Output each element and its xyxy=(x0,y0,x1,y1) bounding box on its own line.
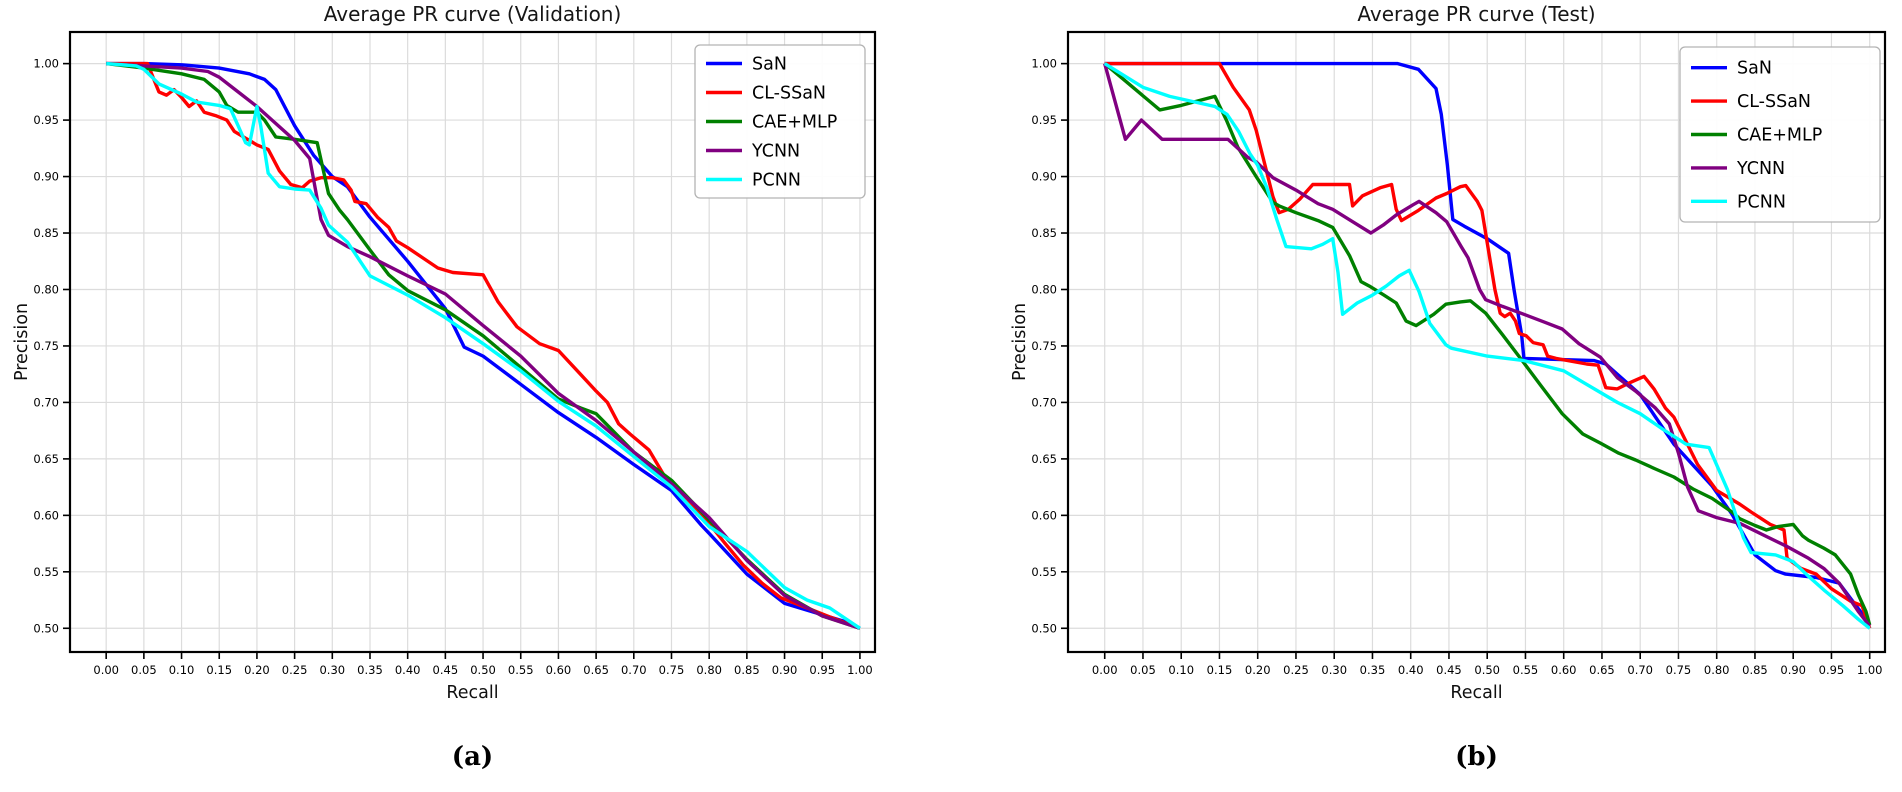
x-tick-label: 0.05 xyxy=(131,663,157,677)
y-tick-label: 0.50 xyxy=(33,621,59,635)
series-line-san xyxy=(106,61,861,630)
legend-label: YCNN xyxy=(1736,159,1785,179)
test-chart-title: Average PR curve (Test) xyxy=(1357,2,1596,26)
x-tick-label: 0.25 xyxy=(282,663,308,677)
x-tick-label: 0.10 xyxy=(1168,663,1194,677)
x-tick-label: 0.00 xyxy=(1092,663,1118,677)
validation-chart-title: Average PR curve (Validation) xyxy=(323,2,622,26)
y-tick-label: 1.00 xyxy=(33,57,59,71)
x-tick-label: 0.50 xyxy=(470,663,496,677)
y-tick-label: 0.95 xyxy=(1031,113,1057,127)
y-tick-label: 0.85 xyxy=(33,226,59,240)
y-tick-label: 0.55 xyxy=(33,565,59,579)
x-tick-label: 0.75 xyxy=(1666,663,1692,677)
x-tick-label: 0.60 xyxy=(546,663,572,677)
x-tick-label: 0.40 xyxy=(395,663,421,677)
y-tick-label: 0.85 xyxy=(1031,226,1057,240)
x-tick-label: 0.75 xyxy=(659,663,685,677)
series-line-pcnn xyxy=(1103,62,1871,630)
x-tick-label: 0.35 xyxy=(357,663,383,677)
chart-panel: 0.00 0.05 0.10 0.15 0.20 0.25 0.30 0.35 0.40 0.45… xyxy=(33,30,877,677)
x-tick-label: 0.95 xyxy=(809,663,835,677)
x-tick-label: 0.05 xyxy=(1130,663,1156,677)
y-tick-label: 0.80 xyxy=(33,282,59,296)
x-tick-label: 0.80 xyxy=(696,663,722,677)
x-tick-label: 0.20 xyxy=(1245,663,1271,677)
x-tick-label: 0.55 xyxy=(508,663,534,677)
x-tick-label: 0.70 xyxy=(1627,663,1653,677)
legend-box xyxy=(694,44,866,199)
x-tick-label: 1.00 xyxy=(847,663,873,677)
axes-frame xyxy=(68,30,877,654)
y-tick-label: 0.90 xyxy=(33,170,59,184)
x-tick-label: 0.45 xyxy=(1436,663,1462,677)
x-tick-label: 1.00 xyxy=(1857,663,1883,677)
x-tick-label: 0.90 xyxy=(1780,663,1806,677)
series-line-ycnn xyxy=(1103,63,1872,628)
y-tick-label: 0.70 xyxy=(1031,395,1057,409)
x-tick-label: 0.20 xyxy=(244,663,270,677)
legend-label: CL-SSaN xyxy=(1737,92,1811,112)
x-tick-label: 0.00 xyxy=(93,663,119,677)
x-tick-label: 0.30 xyxy=(1321,663,1347,677)
x-tick-label: 0.30 xyxy=(319,663,345,677)
y-tick-label: 0.75 xyxy=(33,339,59,353)
x-tick-label: 0.35 xyxy=(1360,663,1386,677)
legend-label: YCNN xyxy=(751,142,800,162)
x-tick-label: 0.55 xyxy=(1513,663,1539,677)
legend-label: CAE+MLP xyxy=(1737,126,1822,146)
series-line-cae-mlp xyxy=(105,61,861,630)
series-line-cae-mlp xyxy=(1103,62,1872,626)
chart-panel: 0.00 0.05 0.10 0.15 0.20 0.25 0.30 0.35 0.40 0.45… xyxy=(1031,30,1887,677)
y-tick-label: 0.65 xyxy=(1031,452,1057,466)
x-tick-label: 0.70 xyxy=(621,663,647,677)
test-y-axis-label: Precision xyxy=(1010,302,1030,382)
y-tick-label: 0.60 xyxy=(1031,508,1057,522)
series-line-pcnn xyxy=(106,61,861,630)
legend-label: CAE+MLP xyxy=(752,113,837,133)
y-tick-label: 0.75 xyxy=(1031,339,1057,353)
x-tick-label: 0.45 xyxy=(433,663,459,677)
y-tick-label: 0.90 xyxy=(1031,170,1057,184)
subfigure-caption-a: (a) xyxy=(451,742,494,772)
validation-x-axis-label: Recall xyxy=(446,683,499,703)
legend-label: SaN xyxy=(752,55,787,75)
validation-y-axis-label: Precision xyxy=(12,302,32,382)
y-tick-label: 0.95 xyxy=(33,113,59,127)
y-tick-label: 0.50 xyxy=(1031,621,1057,635)
x-tick-label: 0.10 xyxy=(169,663,195,677)
legend-label: PCNN xyxy=(1737,192,1786,212)
legend-label: SaN xyxy=(1737,59,1772,79)
y-tick-label: 0.55 xyxy=(1031,565,1057,579)
x-tick-label: 0.95 xyxy=(1819,663,1845,677)
x-tick-label: 0.65 xyxy=(1589,663,1615,677)
series-line-cl-ssan xyxy=(1104,61,1872,629)
test-x-axis-label: Recall xyxy=(1450,683,1503,703)
x-tick-label: 0.90 xyxy=(772,663,798,677)
x-tick-label: 0.25 xyxy=(1283,663,1309,677)
legend-box xyxy=(1679,46,1881,223)
y-tick-label: 0.80 xyxy=(1031,282,1057,296)
x-tick-label: 0.65 xyxy=(583,663,609,677)
y-tick-label: 0.70 xyxy=(33,395,59,409)
series-line-ycnn xyxy=(106,61,861,630)
x-tick-label: 0.80 xyxy=(1704,663,1730,677)
x-tick-label: 0.60 xyxy=(1551,663,1577,677)
legend-label: CL-SSaN xyxy=(752,84,826,104)
x-tick-label: 0.85 xyxy=(1742,663,1768,677)
x-tick-label: 0.40 xyxy=(1398,663,1424,677)
x-tick-label: 0.85 xyxy=(734,663,760,677)
y-tick-label: 0.65 xyxy=(33,452,59,466)
axes-frame xyxy=(1066,30,1887,654)
x-tick-label: 0.50 xyxy=(1474,663,1500,677)
x-tick-label: 0.15 xyxy=(1207,663,1233,677)
y-tick-label: 0.60 xyxy=(33,508,59,522)
x-tick-label: 0.15 xyxy=(206,663,232,677)
y-tick-label: 1.00 xyxy=(1031,57,1057,71)
subfigure-caption-b: (b) xyxy=(1455,742,1498,772)
legend-label: PCNN xyxy=(752,171,801,191)
